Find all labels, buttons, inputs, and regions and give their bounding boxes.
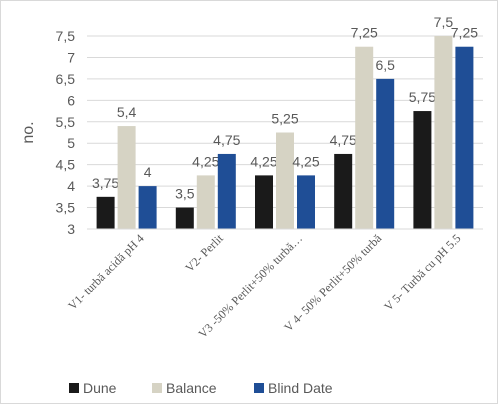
- data-label: 4,75: [330, 132, 357, 148]
- data-label: 4,25: [192, 153, 219, 169]
- data-label: 4,75: [213, 132, 240, 148]
- y-tick-label: 3: [67, 221, 75, 237]
- legend-swatch: [152, 383, 162, 393]
- bar: [96, 196, 115, 229]
- bar: [334, 153, 353, 229]
- x-category-label: V1- turbă acidă pH 4: [65, 231, 147, 313]
- data-label: 7,5: [434, 14, 454, 30]
- bar: [376, 78, 395, 229]
- y-tick-label: 7: [67, 49, 75, 65]
- bar: [117, 126, 136, 229]
- data-label: 7,25: [351, 25, 378, 41]
- legend-swatch: [254, 383, 264, 393]
- bar: [196, 175, 215, 229]
- bar: [138, 186, 157, 229]
- data-label: 5,25: [271, 111, 298, 127]
- bar: [276, 132, 294, 229]
- y-tick-label: 4,5: [56, 157, 76, 173]
- data-label: 7,25: [451, 25, 478, 41]
- x-category-label: V 5- Turbă cu pH 5.5: [381, 231, 463, 313]
- legend-label: Blind Date: [268, 380, 333, 396]
- y-tick-label: 6,5: [56, 71, 76, 87]
- y-tick-label: 5: [67, 135, 75, 151]
- data-label: 5,75: [409, 89, 436, 105]
- data-label: 5,4: [117, 104, 137, 120]
- x-category-label: V2- Perlit: [182, 231, 226, 275]
- legend-swatch: [69, 383, 79, 393]
- legend-label: Dune: [83, 380, 117, 396]
- y-tick-label: 4: [67, 178, 75, 194]
- y-tick-label: 5,5: [56, 114, 76, 130]
- bar: [297, 175, 315, 229]
- data-label: 4,25: [292, 153, 319, 169]
- bar: [255, 175, 273, 229]
- bar: [434, 36, 453, 229]
- bar: [355, 46, 374, 229]
- data-label: 3,5: [175, 186, 195, 202]
- bar: [455, 46, 474, 229]
- bar: [217, 153, 236, 229]
- data-label: 6,5: [375, 57, 395, 73]
- bar: [413, 111, 432, 229]
- bar: [175, 207, 194, 229]
- data-label: 3,75: [92, 175, 119, 191]
- legend-label: Balance: [166, 380, 217, 396]
- y-tick-label: 7,5: [56, 28, 76, 44]
- y-tick-label: 6: [67, 92, 75, 108]
- y-axis-title: no.: [20, 121, 37, 143]
- data-label: 4,25: [250, 153, 277, 169]
- y-tick-label: 3,5: [56, 200, 76, 216]
- data-label: 4: [144, 164, 152, 180]
